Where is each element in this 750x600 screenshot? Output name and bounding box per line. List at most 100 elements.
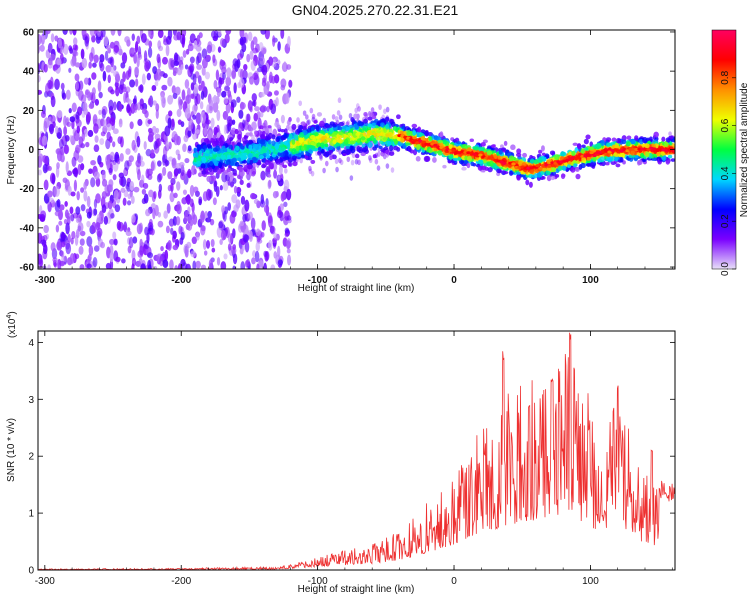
spectrogram-cell xyxy=(368,155,372,161)
spectrogram-cell xyxy=(117,136,123,145)
spectrogram-cell xyxy=(52,121,56,129)
snr-x-label: Height of straight line (km) xyxy=(298,584,415,595)
spectrogram-cell xyxy=(161,56,168,65)
spectrogram-cell xyxy=(457,145,462,152)
spectrogram-cell xyxy=(136,35,141,45)
spectrogram-cell xyxy=(263,250,268,258)
spectrogram-cell xyxy=(71,156,77,167)
spectrogram-cell xyxy=(243,164,248,170)
spectrogram-cell xyxy=(92,62,97,68)
spectrogram-cell xyxy=(81,30,87,38)
spectrogram-cell xyxy=(272,190,278,199)
spectrogram-cell xyxy=(189,184,195,197)
spectrogram-cell xyxy=(274,143,280,150)
spectrogram-cell xyxy=(219,58,224,71)
spectrogram-cell xyxy=(206,143,212,149)
spectrogram-cell xyxy=(197,75,202,85)
spectrogram-cell xyxy=(209,160,214,166)
spectrogram-cell xyxy=(96,30,102,37)
spectrogram-cell xyxy=(227,243,232,251)
spectrogram-cell xyxy=(39,258,44,267)
spectrogram-cell xyxy=(180,164,185,177)
spectrogram-cell xyxy=(307,119,311,125)
spectrogram-cell xyxy=(362,127,367,131)
spectrogram-cell xyxy=(144,226,149,236)
spectrogram-cell xyxy=(522,152,528,158)
spectrogram-cell xyxy=(367,116,373,121)
spectrogram-cell xyxy=(47,60,53,69)
colorbar-ticks: 0.0 0.2 0.4 0.6 0.8 xyxy=(720,70,736,276)
spectrogram-cell xyxy=(225,30,232,35)
spectrogram-cell xyxy=(189,56,195,64)
spectrogram-cell xyxy=(50,95,56,108)
spectrogram-cell xyxy=(236,186,242,194)
spectrogram-cell xyxy=(329,155,333,161)
spectrogram-cell xyxy=(141,188,147,195)
spectrogram-cell xyxy=(57,265,62,269)
spectrogram-cell xyxy=(279,203,284,211)
spectrogram-cell xyxy=(206,140,212,145)
spectrogram-cell xyxy=(246,164,253,170)
spectrogram-cell xyxy=(131,263,135,269)
spectrogram-cell xyxy=(216,256,221,266)
spectrogram-cell xyxy=(74,73,80,82)
spectrogram-cell xyxy=(338,157,342,164)
spectrogram-cell xyxy=(110,89,115,95)
spectrogram-cell xyxy=(110,212,115,219)
spectrogram-cell xyxy=(65,161,69,174)
spectrogram-cell xyxy=(247,153,253,158)
spectrogram-cell xyxy=(381,119,386,123)
spectrogram-cell xyxy=(308,165,312,172)
spectrogram-cell xyxy=(168,156,174,162)
spectrogram-cell xyxy=(43,63,48,73)
spectrogram-cell xyxy=(142,182,149,190)
spectrogram-cell xyxy=(193,148,198,153)
spectrogram-cell xyxy=(433,143,438,147)
spectrogram-cell xyxy=(50,242,56,252)
spectrogram-cell xyxy=(65,242,72,255)
spectrogram-cell xyxy=(241,43,247,53)
spectrogram-cell xyxy=(208,149,214,154)
spectrogram-cell xyxy=(103,215,109,225)
spectrogram-cell xyxy=(143,239,150,250)
spectrogram-cell xyxy=(240,195,246,205)
spectrogram-cell xyxy=(280,30,285,40)
spectrogram-cell xyxy=(503,170,509,175)
spectrogram-cell xyxy=(109,117,116,127)
spectrogram-cell xyxy=(552,171,557,176)
spectrogram-cell xyxy=(175,86,181,96)
spectrogram-cell xyxy=(309,107,314,114)
spectrogram-cell xyxy=(399,137,405,143)
spectrogram-cell xyxy=(106,44,111,51)
spectrogram-cell xyxy=(331,114,336,120)
spectrogram-cell xyxy=(399,130,404,135)
spectrogram-cell xyxy=(332,131,338,136)
spectrogram-cell xyxy=(148,218,153,227)
spectrogram-cell xyxy=(248,139,253,145)
spectrogram-cell xyxy=(336,110,341,116)
spectrogram-cell xyxy=(325,124,331,129)
spectrogram-cell xyxy=(355,132,361,136)
spectrogram-cell xyxy=(208,259,213,269)
spectrogram-cell xyxy=(107,200,113,210)
spectrogram-cell xyxy=(176,108,182,118)
spectrogram-cell xyxy=(261,220,266,231)
spectrogram-cell xyxy=(378,104,382,110)
spectrogram-cell xyxy=(135,78,139,87)
spectrogram-cell xyxy=(251,156,257,162)
spectrogram-cell xyxy=(125,230,132,237)
spectrogram-cell xyxy=(316,112,323,117)
spectrogram-cell xyxy=(209,218,215,226)
spectrogram-cell xyxy=(182,143,187,153)
spectrogram-cell xyxy=(417,126,422,133)
spectrogram-cell xyxy=(154,80,159,87)
spectrogram-cell xyxy=(115,85,120,97)
spectrogram-cell xyxy=(258,41,264,52)
spectrogram-cell xyxy=(303,140,308,145)
spectrogram-cell xyxy=(433,147,438,152)
spectrogram-cell xyxy=(212,168,218,173)
spectrogram-cell xyxy=(70,237,74,245)
spectrogram-cell xyxy=(153,266,158,269)
spectrogram-cell xyxy=(105,64,112,73)
spectrogram-cell xyxy=(78,245,84,255)
